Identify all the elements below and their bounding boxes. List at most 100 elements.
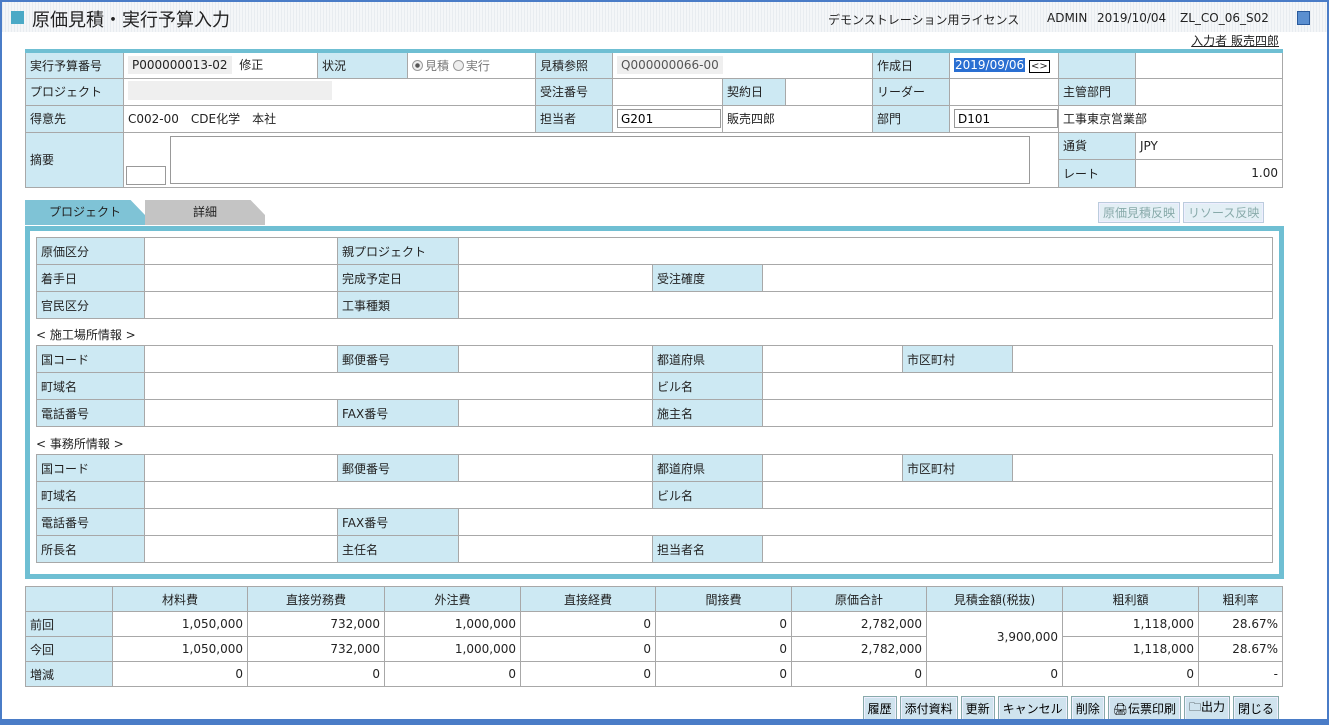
- row-label: 今回: [25, 636, 113, 662]
- cancel-button[interactable]: キャンセル: [997, 696, 1068, 721]
- delete-button[interactable]: 削除: [1070, 696, 1105, 721]
- cell: 1,050,000: [112, 636, 248, 662]
- order-no: [612, 77, 723, 106]
- contract-date: [784, 77, 874, 106]
- status-label: 状況: [317, 50, 408, 79]
- site-building[interactable]: [762, 372, 1273, 400]
- bottom-frame: [2, 719, 1327, 725]
- cell: 2,782,000: [791, 636, 927, 662]
- cell: 0: [1062, 661, 1199, 687]
- site-country[interactable]: [144, 345, 338, 373]
- entered-by-link[interactable]: 入力者 販売四郎: [1191, 34, 1279, 48]
- cost-type[interactable]: [144, 237, 338, 265]
- tab-project[interactable]: プロジェクト: [25, 200, 145, 225]
- customer: C002-00 CDE化学 本社: [123, 104, 536, 133]
- user-id: ADMIN: [1047, 11, 1088, 25]
- corner-cell: [25, 586, 113, 612]
- cell: 28.67%: [1198, 636, 1283, 662]
- parent-project[interactable]: [457, 237, 1274, 265]
- output-button[interactable]: 🗀出力: [1183, 696, 1230, 721]
- office-city-label: 市区町村: [902, 454, 1013, 482]
- office-prefecture[interactable]: [762, 454, 903, 482]
- public-private[interactable]: [144, 291, 338, 319]
- estimate-amount: 3,900,000: [926, 611, 1063, 662]
- summary-code-input[interactable]: [126, 165, 166, 185]
- summary-label: 摘要: [25, 131, 124, 188]
- cost-type-label: 原価区分: [36, 237, 145, 265]
- work-type[interactable]: [457, 291, 1274, 319]
- summary-textarea[interactable]: [170, 135, 1030, 184]
- col-header: 間接費: [655, 586, 792, 612]
- public-private-label: 官民区分: [36, 291, 145, 319]
- customer-label: 得意先: [25, 104, 124, 133]
- office-country[interactable]: [144, 454, 338, 482]
- update-button[interactable]: 更新: [960, 696, 995, 721]
- row-label: 前回: [25, 611, 113, 637]
- calendar-spin-icon[interactable]: <>: [1029, 60, 1050, 74]
- title-bar: 原価見積・実行予算入力 デモンストレーション用ライセンス ADMIN 2019/…: [2, 0, 1327, 32]
- leader: [949, 77, 1060, 106]
- reflect-resource-button[interactable]: リソース反映: [1183, 202, 1265, 223]
- office-town[interactable]: [144, 481, 653, 509]
- status-radio-execute[interactable]: 実行: [452, 59, 490, 73]
- project-table: 原価区分 親プロジェクト 着手日 完成予定日 受注確度 官民区分 工事種類: [36, 237, 1274, 319]
- dept-code-input[interactable]: [954, 109, 1058, 128]
- site-town[interactable]: [144, 372, 653, 400]
- office-phone[interactable]: [144, 508, 338, 536]
- footer-buttons: 履歴 添付資料 更新 キャンセル 削除 🖨伝票印刷 🗀出力 閉じる: [862, 696, 1279, 721]
- office-person[interactable]: [762, 535, 1273, 563]
- parent-project-label: 親プロジェクト: [337, 237, 459, 265]
- col-header: 外注費: [384, 586, 521, 612]
- completion-date-label: 完成予定日: [337, 264, 459, 292]
- site-city[interactable]: [1012, 345, 1273, 373]
- office-chief[interactable]: [458, 535, 653, 563]
- office-table: 国コード 郵便番号 都道府県 市区町村 町域名 ビル名 電話番号 FAX番号 所長名 主任名…: [36, 454, 1273, 563]
- site-postal[interactable]: [458, 345, 653, 373]
- site-phone[interactable]: [144, 399, 338, 427]
- created-date-input[interactable]: 2019/09/06: [954, 58, 1026, 73]
- completion-date[interactable]: [458, 264, 653, 292]
- site-prefecture[interactable]: [762, 345, 903, 373]
- print-slip-button[interactable]: 🖨伝票印刷: [1107, 696, 1181, 721]
- status-radio-estimate[interactable]: 見積: [412, 59, 449, 73]
- budget-no: P000000013-02: [128, 56, 232, 75]
- header-form: 実行予算番号 P000000013-02 修正 状況 見積 実行 見積参照 Q0…: [25, 49, 1284, 188]
- site-fax[interactable]: [458, 399, 653, 427]
- screen-id: ZL_CO_06_S02: [1180, 11, 1269, 25]
- cell: 1,050,000: [112, 611, 248, 637]
- project-field: [128, 80, 332, 100]
- close-button[interactable]: 閉じる: [1232, 696, 1279, 721]
- cost-table: 材料費 直接労務費 外注費 直接経費 間接費 原価合計 見積金額(税抜) 粗利額 粗利率 前回 …: [25, 586, 1283, 687]
- site-postal-label: 郵便番号: [337, 345, 459, 373]
- reflect-cost-button[interactable]: 原価見積反映: [1098, 202, 1181, 223]
- office-fax[interactable]: [458, 508, 1273, 536]
- tab-detail[interactable]: 詳細: [145, 200, 265, 225]
- cell: 1,118,000: [1062, 611, 1199, 637]
- office-director-label: 所長名: [36, 535, 145, 563]
- attachments-button[interactable]: 添付資料: [899, 696, 958, 721]
- rate-label: レート: [1058, 159, 1137, 188]
- office-building-label: ビル名: [652, 481, 763, 509]
- order-certainty[interactable]: [761, 264, 1274, 292]
- start-date[interactable]: [144, 264, 338, 292]
- office-postal[interactable]: [458, 454, 653, 482]
- contract-date-label: 契約日: [722, 77, 786, 106]
- menu-icon[interactable]: [1297, 11, 1310, 25]
- staff-code-input[interactable]: [617, 109, 721, 128]
- staff-label: 担当者: [535, 104, 613, 133]
- office-town-label: 町域名: [36, 481, 145, 509]
- office-prefecture-label: 都道府県: [652, 454, 763, 482]
- cell: 1,000,000: [384, 611, 521, 637]
- office-building[interactable]: [762, 481, 1273, 509]
- site-prefecture-label: 都道府県: [652, 345, 763, 373]
- cell: 0: [655, 661, 792, 687]
- office-director[interactable]: [144, 535, 338, 563]
- office-city[interactable]: [1012, 454, 1273, 482]
- folder-icon: 🗀: [1188, 700, 1201, 714]
- site-owner[interactable]: [762, 399, 1273, 427]
- blank-value: [1135, 50, 1284, 79]
- cell: 1,000,000: [384, 636, 521, 662]
- history-button[interactable]: 履歴: [862, 696, 897, 721]
- col-header: 材料費: [112, 586, 248, 612]
